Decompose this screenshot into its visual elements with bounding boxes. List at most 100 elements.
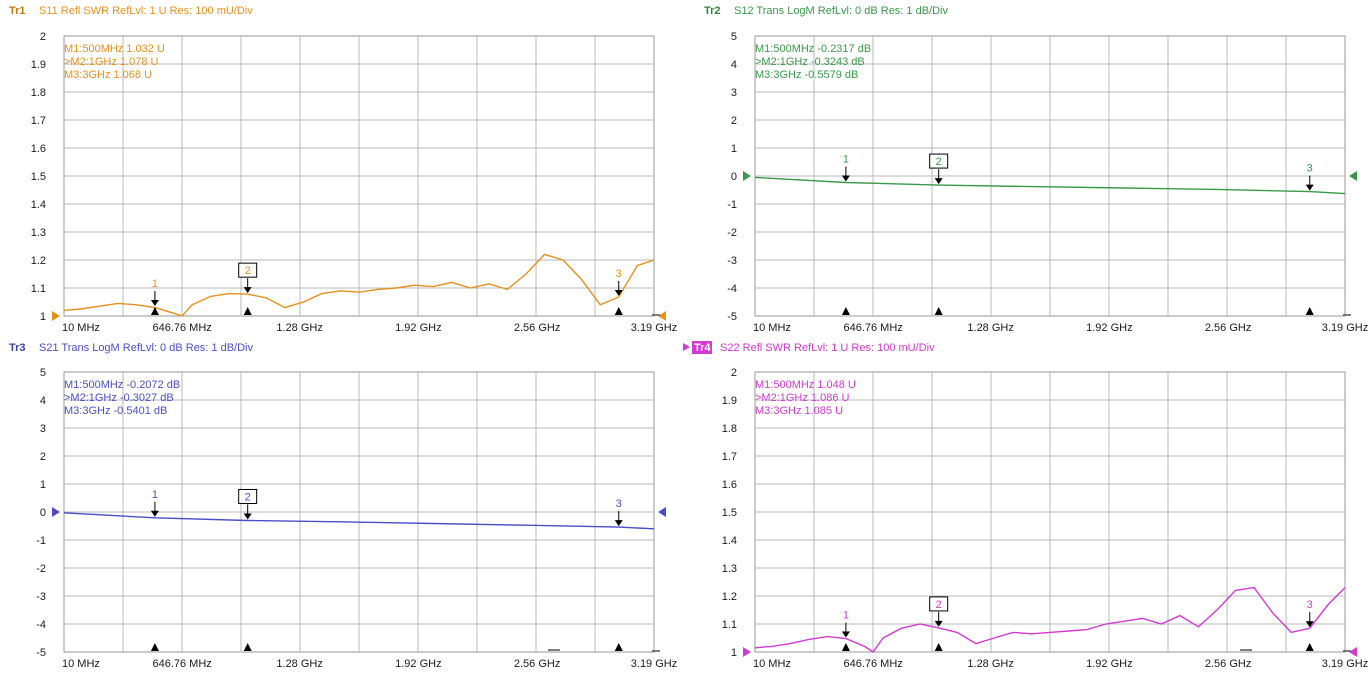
- ref-level-arrow-right[interactable]: [1349, 171, 1357, 181]
- y-tick-label: 1.4: [31, 199, 46, 211]
- active-marker-box: [929, 596, 949, 612]
- plot-grid: [63, 35, 655, 317]
- trace-panel-tr3[interactable]: Tr3 S21 Trans LogM RefLvl: 0 dB Res: 1 dB…: [9, 342, 677, 670]
- y-tick-label: 1.4: [722, 535, 737, 547]
- marker-axis-triangle-icon: [150, 643, 159, 651]
- marker-axis-triangle-icon: [243, 643, 252, 651]
- trace-panel-tr1[interactable]: Tr1 S11 Refl SWR RefLvl: 1 U Res: 100 mU/…: [9, 5, 677, 334]
- marker-2[interactable]: 2: [929, 596, 949, 651]
- ref-level-arrow-left[interactable]: [743, 647, 751, 657]
- x-tick-label: 3.19 GHz: [1322, 322, 1368, 334]
- x-tick-label: 1.92 GHz: [395, 322, 441, 334]
- y-tick-label: 1.7: [31, 115, 46, 127]
- trace-id[interactable]: Tr3: [9, 342, 26, 354]
- y-tick-label: 1.3: [722, 563, 737, 575]
- marker-arrow-icon: [243, 513, 252, 520]
- marker-label: 3: [1307, 599, 1313, 611]
- y-tick-label: -2: [36, 563, 46, 575]
- x-tick-label: 1.92 GHz: [1086, 658, 1132, 670]
- x-tick-label: 646.76 MHz: [843, 658, 902, 670]
- x-tick-label: 1.28 GHz: [276, 658, 322, 670]
- marker-arrow-icon: [934, 620, 943, 627]
- marker-label: 1: [152, 489, 158, 501]
- marker-axis-triangle-icon: [841, 643, 850, 651]
- marker-readout: M1:500MHz -0.2072 dB: [64, 379, 180, 391]
- marker-readout: M1:500MHz 1.032 U: [64, 43, 165, 55]
- marker-readout: >M2:1GHz -0.3243 dB: [755, 56, 865, 68]
- marker-arrow-icon: [150, 510, 159, 517]
- marker-label: 1: [152, 278, 158, 290]
- y-tick-label: 1.7: [722, 451, 737, 463]
- marker-arrow-icon: [614, 520, 623, 527]
- x-tick-label: 3.19 GHz: [1322, 658, 1368, 670]
- ref-level-arrow-right[interactable]: [658, 311, 666, 321]
- ref-level-arrow-left[interactable]: [52, 507, 60, 517]
- plot-grid: [63, 371, 655, 653]
- y-tick-label: 4: [40, 395, 46, 407]
- y-tick-label: 1.1: [31, 283, 46, 295]
- marker-axis-triangle-icon: [1305, 307, 1314, 315]
- x-tick-label: 1.28 GHz: [276, 322, 322, 334]
- marker-axis-triangle-icon: [150, 307, 159, 315]
- y-tick-label: 1.1: [722, 619, 737, 631]
- trace-id[interactable]: Tr4: [694, 342, 711, 354]
- marker-readout: M3:3GHz 1.085 U: [755, 405, 843, 417]
- marker-1[interactable]: 1: [150, 489, 159, 651]
- y-tick-label: 1.6: [31, 143, 46, 155]
- trace-header: S22 Refl SWR RefLvl: 1 U Res: 100 mU/Div: [720, 342, 935, 354]
- marker-arrow-icon: [150, 300, 159, 307]
- marker-3[interactable]: 3: [614, 498, 623, 651]
- marker-3[interactable]: 3: [1305, 163, 1314, 315]
- trace-line: [754, 176, 1346, 195]
- marker-readout: >M2:1GHz 1.086 U: [755, 392, 850, 404]
- x-tick-label: 646.76 MHz: [843, 322, 902, 334]
- ref-level-arrow-left[interactable]: [52, 311, 60, 321]
- marker-2[interactable]: 2: [238, 488, 258, 651]
- marker-readout: M3:3GHz 1.068 U: [64, 69, 152, 81]
- marker-readout: M3:3GHz -0.5579 dB: [755, 69, 858, 81]
- marker-label: 3: [1307, 163, 1313, 175]
- trace-panel-tr2[interactable]: Tr2 S12 Trans LogM RefLvl: 0 dB Res: 1 dB…: [704, 5, 1368, 334]
- trace-panel-tr4[interactable]: Tr4 S22 Refl SWR RefLvl: 1 U Res: 100 mU/…: [683, 341, 1368, 670]
- y-tick-label: -1: [727, 199, 737, 211]
- trace-line: [754, 586, 1346, 653]
- x-tick-label: 1.92 GHz: [1086, 322, 1132, 334]
- marker-3[interactable]: 3: [1305, 599, 1314, 651]
- marker-2[interactable]: 2: [929, 153, 949, 315]
- ref-level-arrow-right[interactable]: [1349, 647, 1357, 657]
- trace-header: S12 Trans LogM RefLvl: 0 dB Res: 1 dB/Di…: [734, 5, 948, 17]
- marker-arrow-icon: [841, 631, 850, 638]
- y-tick-label: 1.2: [722, 591, 737, 603]
- y-tick-label: 1: [731, 647, 737, 659]
- marker-arrow-icon: [934, 178, 943, 185]
- ref-level-arrow-left[interactable]: [743, 171, 751, 181]
- marker-1[interactable]: 1: [150, 278, 159, 315]
- y-tick-label: -5: [727, 311, 737, 323]
- y-tick-label: 1.8: [31, 87, 46, 99]
- trace-header: S21 Trans LogM RefLvl: 0 dB Res: 1 dB/Di…: [39, 342, 253, 354]
- trace-id[interactable]: Tr1: [9, 5, 26, 17]
- marker-label: 1: [843, 610, 849, 622]
- trace-id[interactable]: Tr2: [704, 5, 721, 17]
- marker-label: 2: [245, 491, 251, 503]
- marker-2[interactable]: 2: [238, 262, 258, 315]
- trace-line: [63, 512, 655, 530]
- y-tick-label: -5: [36, 647, 46, 659]
- marker-axis-triangle-icon: [934, 643, 943, 651]
- y-tick-label: 1.6: [722, 479, 737, 491]
- y-tick-label: 1: [40, 479, 46, 491]
- marker-1[interactable]: 1: [841, 610, 850, 651]
- marker-readout: M1:500MHz 1.048 U: [755, 379, 856, 391]
- marker-label: 2: [936, 599, 942, 611]
- y-tick-label: -1: [36, 535, 46, 547]
- ref-level-arrow-right[interactable]: [658, 507, 666, 517]
- x-tick-label: 10 MHz: [753, 658, 791, 670]
- marker-arrow-icon: [1305, 621, 1314, 628]
- x-tick-label: 2.56 GHz: [1205, 322, 1251, 334]
- marker-3[interactable]: 3: [614, 268, 623, 315]
- marker-arrow-icon: [614, 289, 623, 296]
- x-tick-label: 1.28 GHz: [967, 658, 1013, 670]
- plot-grid: [754, 371, 1346, 653]
- marker-1[interactable]: 1: [841, 153, 850, 315]
- y-tick-label: 3: [731, 87, 737, 99]
